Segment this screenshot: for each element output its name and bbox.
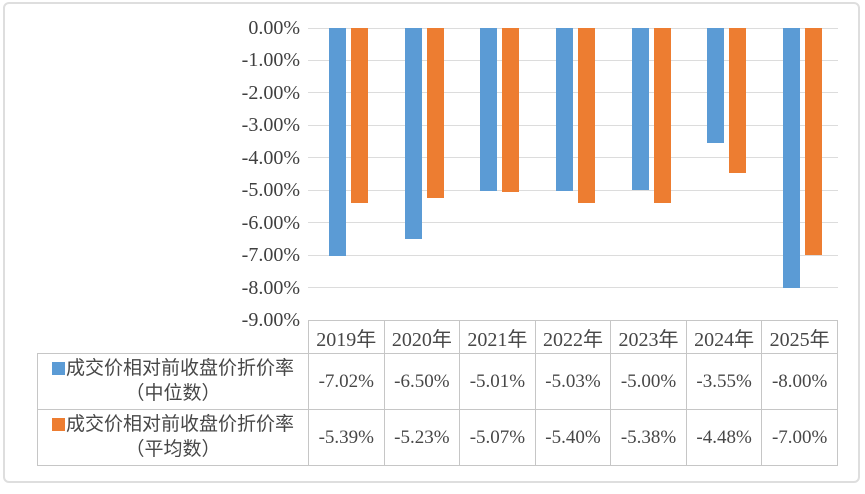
- gridline: [308, 59, 838, 61]
- median-legend-swatch-icon: [51, 361, 65, 375]
- y-axis-tick-label: -8.00%: [241, 276, 300, 299]
- series-legend-cell: 成交价相对前收盘价折价率 （中位数）: [37, 353, 309, 410]
- y-axis-tick-label: -1.00%: [241, 49, 300, 72]
- year-header-cell: 2023年: [610, 320, 687, 354]
- value-cell: -5.01%: [459, 353, 536, 410]
- y-axis-tick-label: -4.00%: [241, 146, 300, 169]
- table-row: 成交价相对前收盘价折价率 （中位数） -7.02% -6.50% -5.01% -5.03…: [37, 353, 838, 410]
- year-header-cell: 2020年: [383, 320, 461, 354]
- value-cell: -5.00%: [610, 353, 687, 410]
- bar-mean-2025年: [805, 28, 823, 256]
- y-axis-tick-label: -7.00%: [241, 244, 300, 267]
- gridline: [308, 222, 838, 224]
- value-cell: -5.03%: [534, 353, 612, 410]
- value-cell: -5.40%: [534, 409, 612, 466]
- gridline: [308, 254, 838, 256]
- bar-median-2022年: [556, 28, 573, 192]
- gridline: [308, 157, 838, 159]
- bar-median-2024年: [707, 28, 725, 144]
- value-cell: -5.38%: [610, 409, 687, 466]
- data-table-legend: 2019年 2020年 2021年 2022年 2023年 2024年 2025年 成交价相对…: [37, 320, 838, 466]
- bar-median-2019年: [328, 28, 346, 256]
- bar-mean-2024年: [729, 28, 747, 174]
- year-header-cell: 2024年: [685, 320, 763, 354]
- year-header-cell: 2022年: [534, 320, 612, 354]
- bar-median-2023年: [631, 28, 649, 191]
- gridline: [308, 92, 838, 94]
- y-axis-tick-label: -6.00%: [241, 211, 300, 234]
- year-header-cell: 2019年: [308, 320, 385, 354]
- value-cell: -5.39%: [308, 409, 385, 466]
- y-axis-tick-label: -9.00%: [241, 309, 300, 331]
- value-cell: -3.55%: [685, 353, 763, 410]
- series-legend-cell: 成交价相对前收盘价折价率 （平均数）: [37, 409, 309, 466]
- bar-mean-2021年: [502, 28, 520, 193]
- value-cell: -5.23%: [383, 409, 461, 466]
- year-header-cell: 2021年: [459, 320, 536, 354]
- value-cell: -6.50%: [383, 353, 461, 410]
- value-cell: -4.48%: [685, 409, 763, 466]
- y-axis-tick-label: -5.00%: [241, 179, 300, 202]
- value-cell: -5.07%: [459, 409, 536, 466]
- bar-median-2021年: [480, 28, 498, 191]
- gridline: [308, 287, 838, 289]
- bar-mean-2023年: [653, 28, 671, 203]
- gridline: [308, 124, 838, 126]
- bar-median-2020年: [404, 28, 422, 239]
- table-corner-empty-cell: [38, 321, 309, 354]
- table-row: 成交价相对前收盘价折价率 （平均数） -5.39% -5.23% -5.07% -5.40…: [37, 409, 838, 466]
- mean-legend-swatch-icon: [51, 417, 65, 431]
- y-axis-tick-label: 0.00%: [248, 17, 300, 39]
- gridline: [308, 27, 838, 29]
- y-axis-tick-label: -3.00%: [241, 114, 300, 137]
- y-axis-tick-label: -2.00%: [241, 81, 300, 104]
- year-header-cell: 2025年: [761, 320, 838, 354]
- value-cell: -7.02%: [308, 353, 385, 410]
- bar-mean-2019年: [350, 28, 368, 203]
- bar-mean-2020年: [426, 28, 444, 198]
- gridline: [308, 189, 838, 191]
- bar-median-2025年: [783, 28, 801, 288]
- value-cell: -7.00%: [761, 409, 838, 466]
- value-cell: -8.00%: [761, 353, 838, 410]
- bar-mean-2022年: [578, 28, 595, 204]
